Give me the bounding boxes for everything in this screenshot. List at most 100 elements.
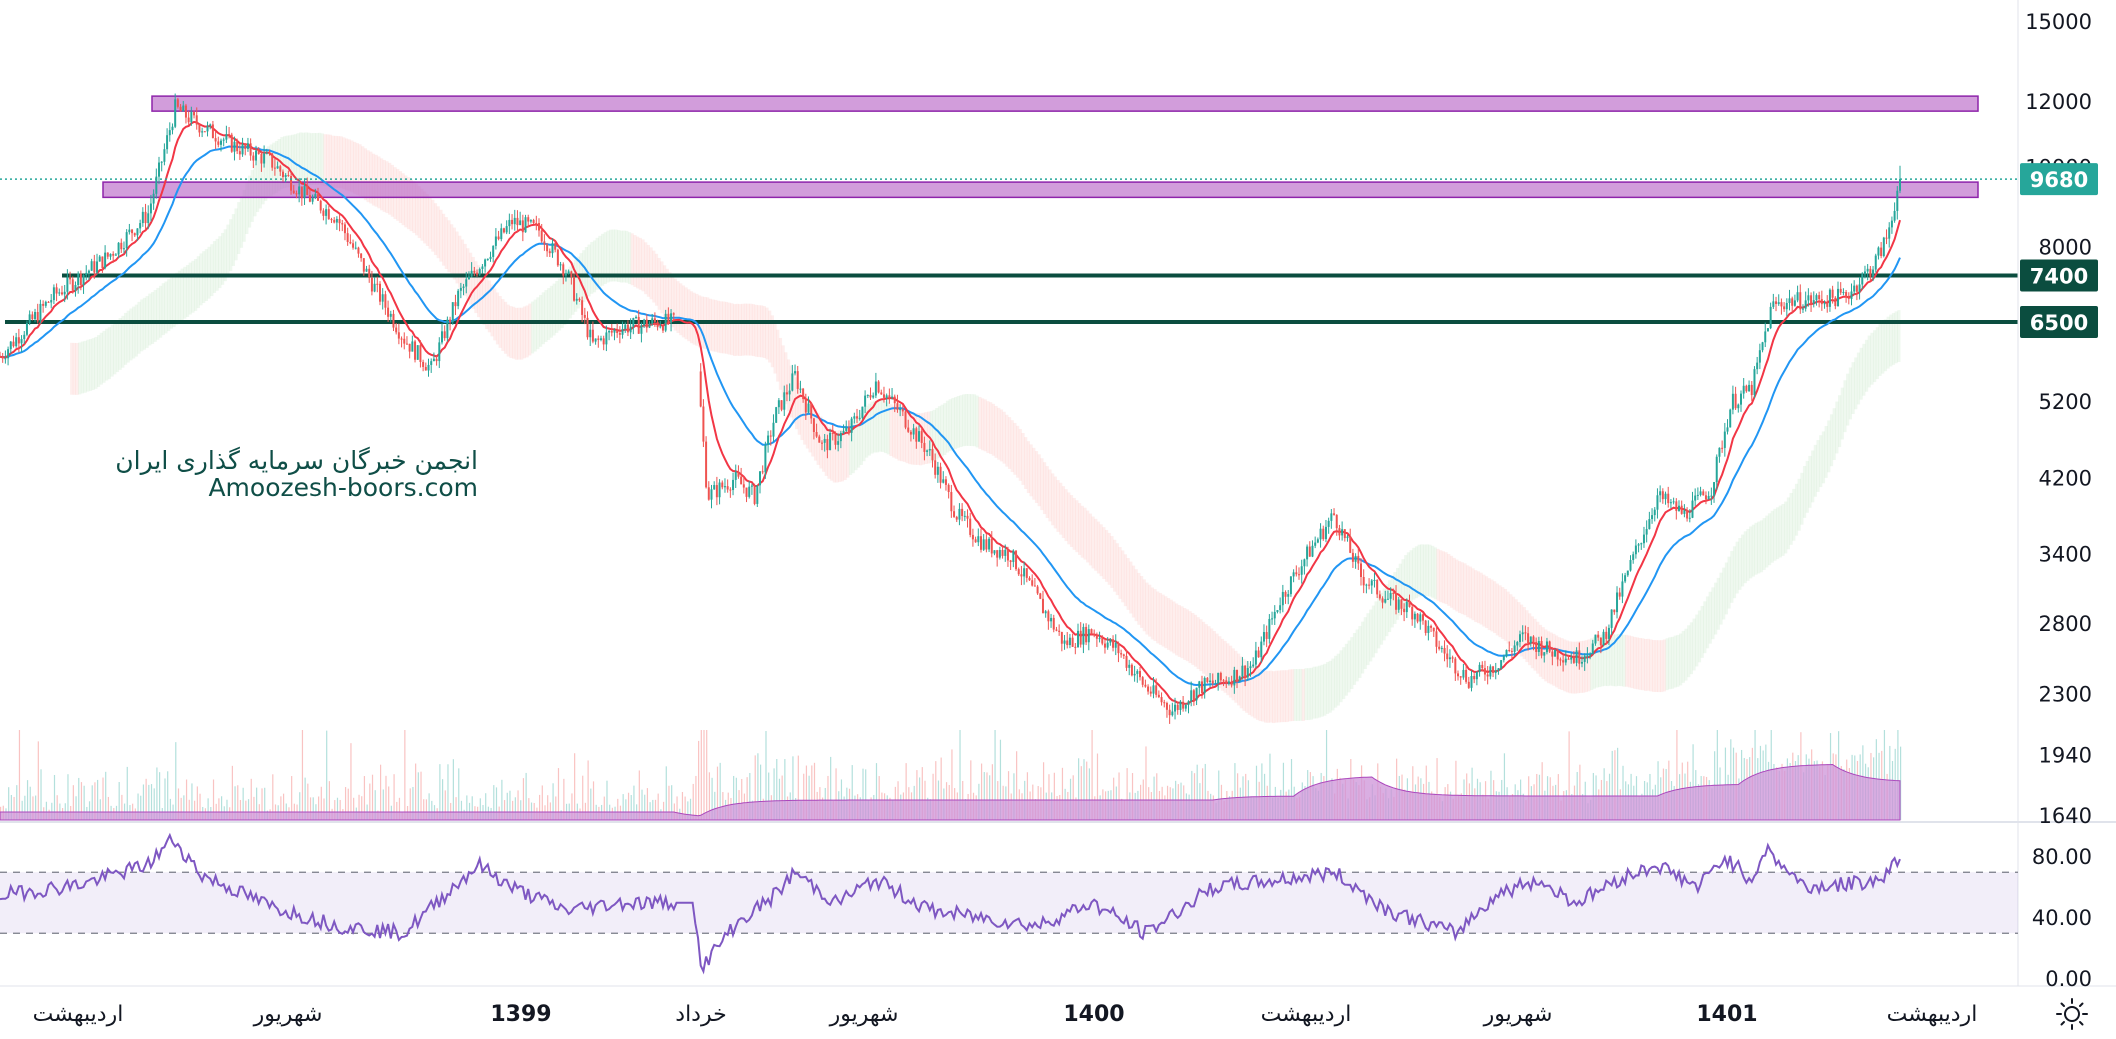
cloud-segment <box>910 412 915 465</box>
candle-body <box>1729 409 1732 428</box>
cloud-segment <box>1350 637 1354 689</box>
candle-body <box>845 427 848 431</box>
cloud-segment <box>811 404 815 457</box>
candle-body <box>524 217 527 233</box>
horizontal-levels[interactable] <box>5 273 2018 324</box>
candle-body <box>1171 711 1174 716</box>
candle-body <box>597 338 600 340</box>
candle-body <box>672 313 675 315</box>
sun-gear-icon[interactable] <box>2056 998 2088 1030</box>
cloud-segment <box>1431 545 1435 598</box>
cloud-segment <box>568 266 572 319</box>
cloud-segment <box>86 339 90 392</box>
candle-body <box>1513 645 1516 652</box>
candle-body <box>1179 701 1182 710</box>
candle-body <box>34 312 37 320</box>
volume-bar <box>1042 762 1045 820</box>
volume-bar <box>1126 768 1128 820</box>
volume-bar <box>452 759 454 820</box>
cloud-segment <box>1573 641 1578 694</box>
resistance-zones[interactable] <box>102 95 1979 199</box>
cloud-segment <box>1228 645 1233 698</box>
cloud-segment <box>1299 668 1303 721</box>
candle-body <box>1427 625 1430 633</box>
candle-body <box>1271 618 1274 620</box>
candle-body <box>1230 681 1233 686</box>
candle-body <box>882 394 885 398</box>
cloud-segment <box>848 423 853 475</box>
cloud-segment <box>1622 634 1626 687</box>
cloud-segment <box>482 272 486 325</box>
cloud-segment <box>188 262 192 315</box>
candle-body <box>50 300 53 303</box>
candle-body <box>255 150 258 161</box>
candle-body <box>1141 677 1144 685</box>
volume-bar <box>684 796 686 820</box>
cloud-segment <box>226 224 230 277</box>
volume-bar <box>692 783 694 820</box>
volume-bar <box>657 793 659 820</box>
candle-body <box>1462 669 1465 678</box>
cloud-segment <box>1080 505 1084 558</box>
candle-body <box>1855 285 1858 292</box>
cloud-segment <box>1689 622 1693 675</box>
resistance-zone[interactable] <box>151 95 1979 112</box>
cloud-segment <box>1789 492 1793 545</box>
cloud-segment <box>1708 591 1712 644</box>
candle-body <box>707 487 710 500</box>
candle-body <box>454 302 457 307</box>
resistance-zone[interactable] <box>102 181 1979 199</box>
cloud-segment <box>223 229 227 282</box>
cloud-segment <box>417 186 421 239</box>
cloud-segment <box>881 400 885 452</box>
candle-body <box>985 539 988 550</box>
candle-body <box>1378 594 1381 599</box>
cloud-segment <box>199 253 203 306</box>
cloud-segment <box>1843 380 1847 433</box>
cloud-segment <box>1358 626 1362 678</box>
volume-bar <box>698 740 700 820</box>
candle-body <box>1025 568 1028 578</box>
candle-body <box>1033 585 1036 587</box>
cloud-segment <box>730 303 734 356</box>
cloud-segment <box>1401 559 1405 612</box>
volume-bar <box>301 730 304 820</box>
volume-bar <box>1897 730 1899 820</box>
candle-body <box>1497 668 1500 671</box>
volume-bar <box>264 787 266 820</box>
volume-bar <box>539 794 541 820</box>
time-tick-label: خرداد <box>675 1002 726 1027</box>
volume-bar <box>706 730 708 820</box>
cloud-segment <box>1247 663 1251 715</box>
volume-bar <box>32 796 34 820</box>
candle-body <box>1200 681 1203 694</box>
candle-body <box>721 482 724 488</box>
cloud-segment <box>751 304 756 357</box>
time-axis[interactable]: اردیبهشت شهریور 1399 خرداد شهریور 1400 اردیبهش… <box>33 1002 1978 1027</box>
volume-bar <box>56 795 58 820</box>
candle-body <box>1780 302 1783 307</box>
cloud-segment <box>1304 668 1308 721</box>
candle-body <box>1801 308 1804 310</box>
cloud-segment <box>1538 624 1543 677</box>
volume-bar <box>878 776 880 820</box>
candle-body <box>1174 704 1177 712</box>
cloud-segment <box>1148 584 1152 637</box>
candle-body <box>308 195 311 202</box>
cloud-segment <box>873 400 877 453</box>
candle-body <box>915 428 918 442</box>
volume-bar <box>150 784 153 820</box>
volume-bar <box>746 777 748 820</box>
volume-bar <box>180 797 182 820</box>
volume-bar <box>1156 773 1158 820</box>
volume-bar <box>980 763 983 820</box>
candle-body <box>626 324 629 333</box>
cloud-segment <box>1509 594 1513 647</box>
candle-body <box>653 318 656 322</box>
cloud-segment <box>892 405 896 458</box>
cloud-segment <box>598 235 602 288</box>
volume-bar <box>485 793 487 820</box>
cloud-segment <box>479 269 483 322</box>
